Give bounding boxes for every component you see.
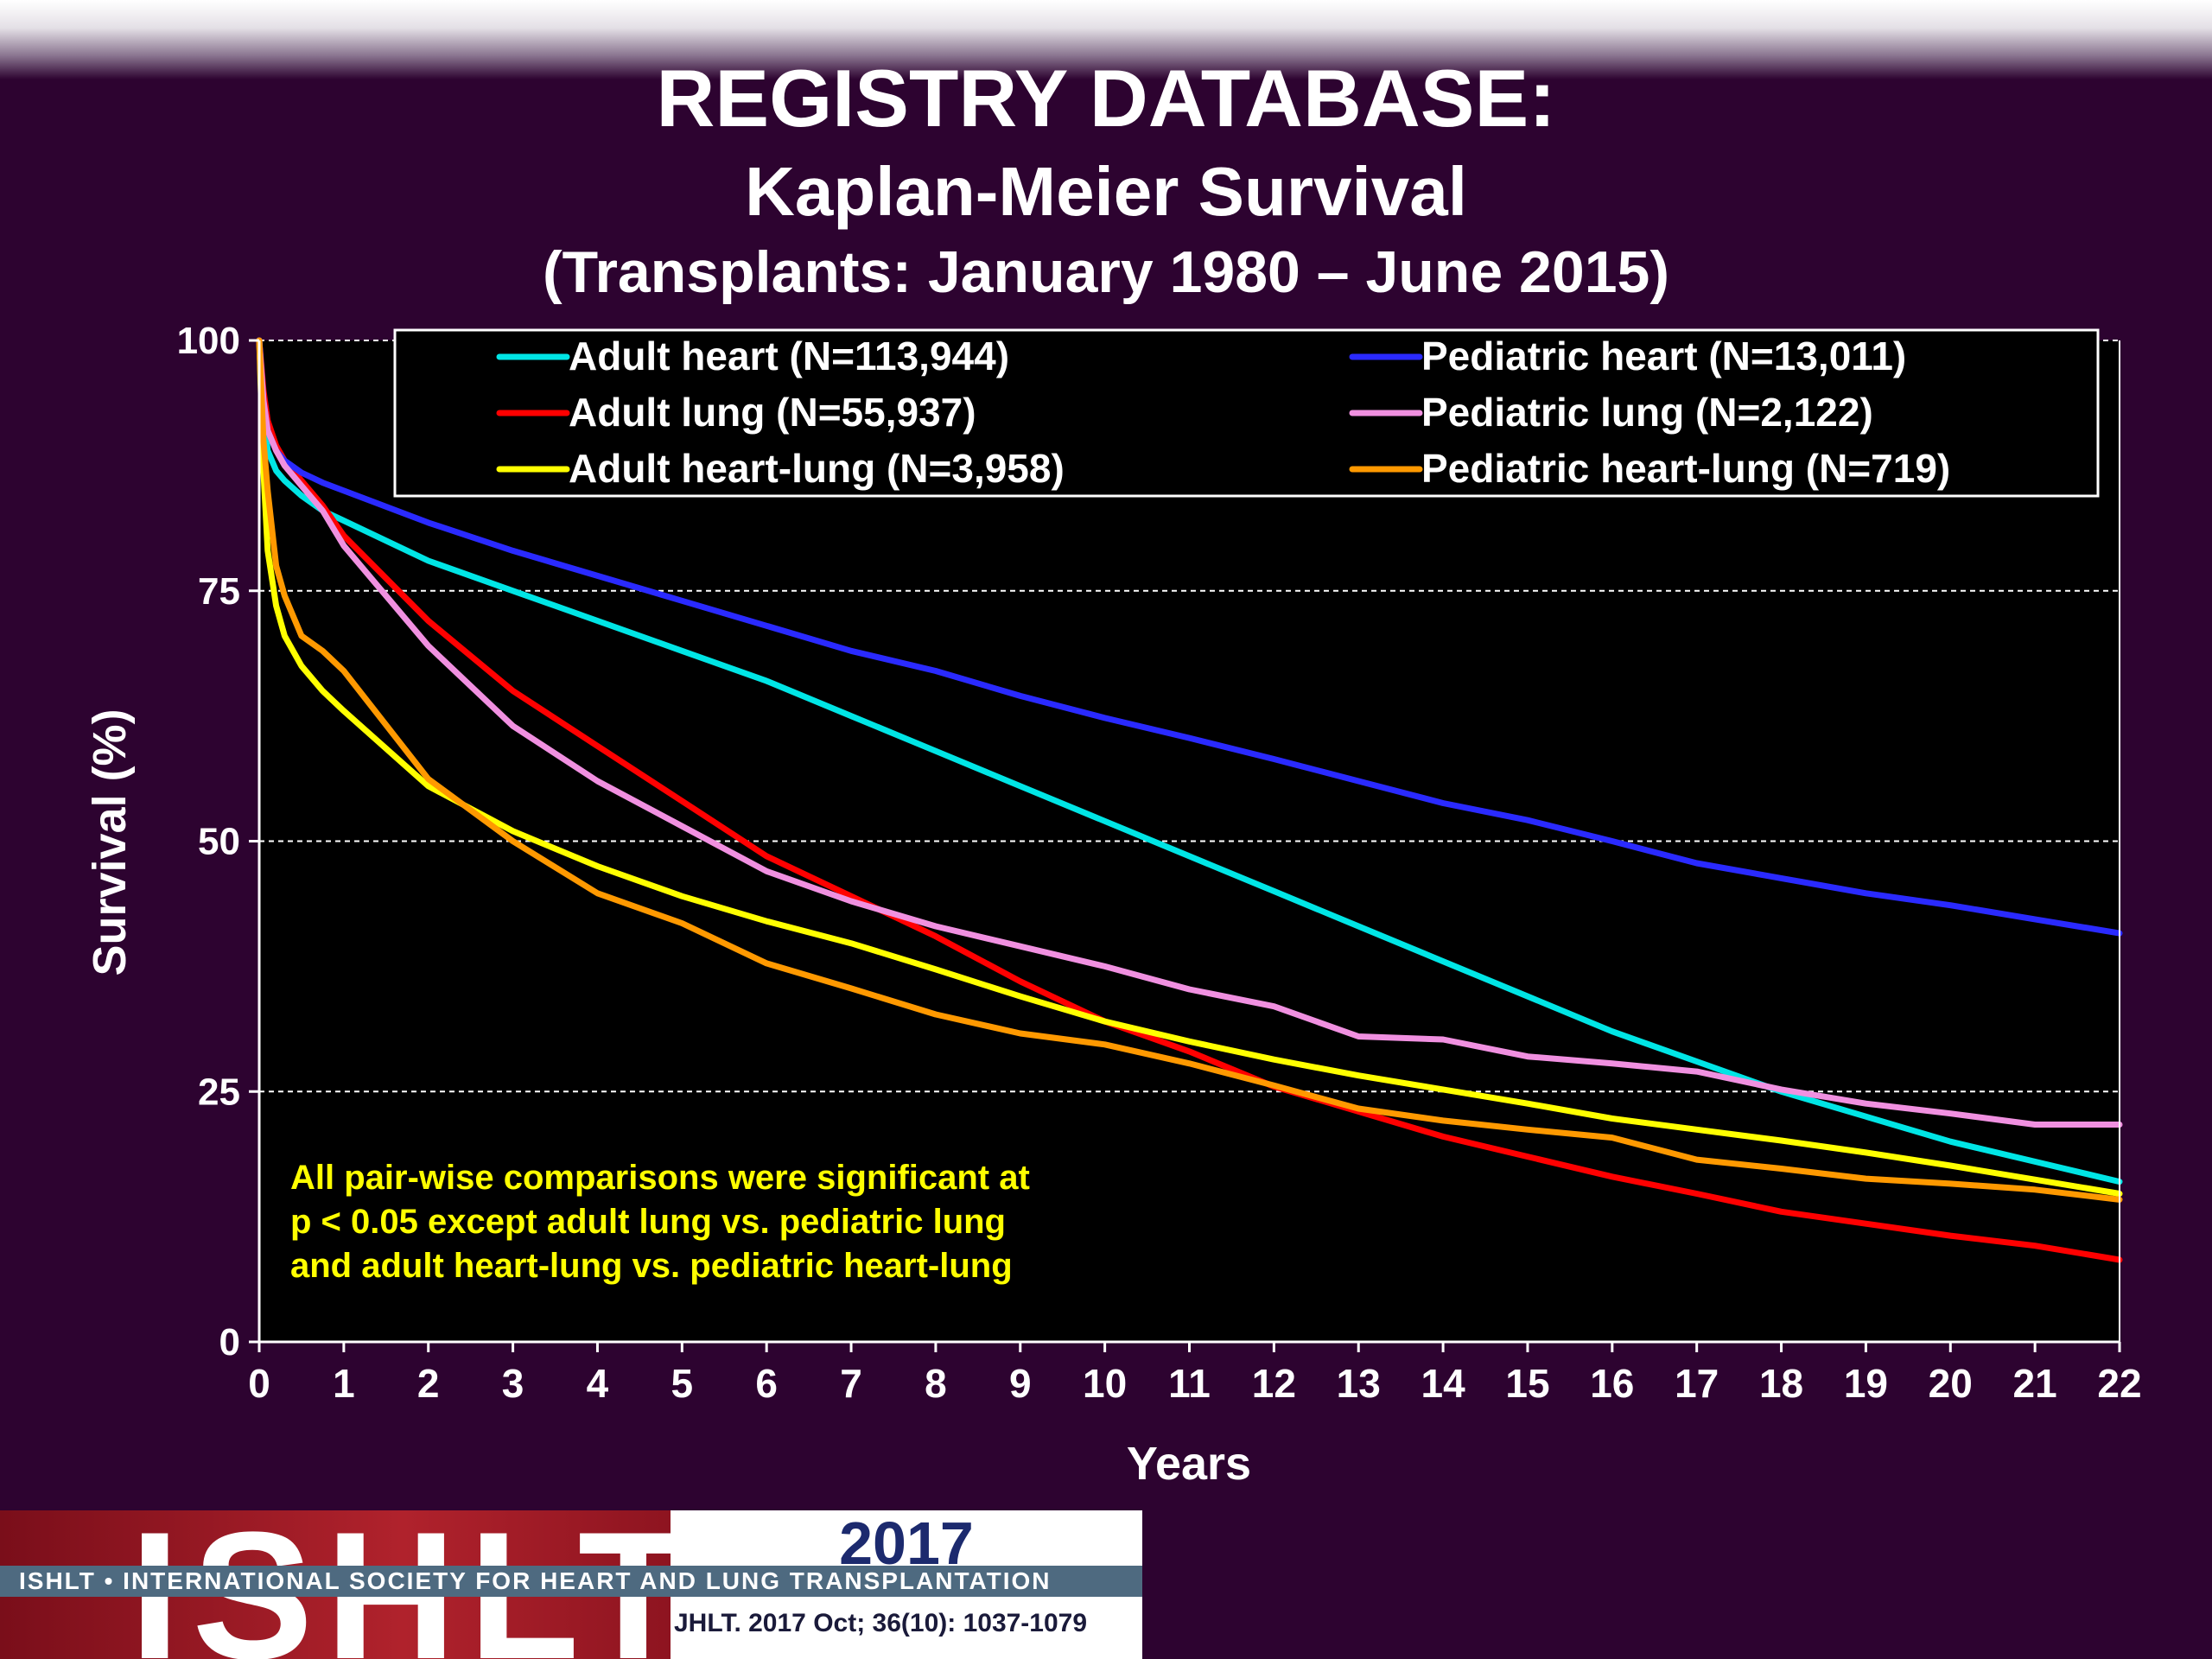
x-axis-label: Years: [1127, 1438, 1251, 1490]
x-tick-label-3: 3: [502, 1361, 524, 1406]
note-line-2: p < 0.05 except adult lung vs. pediatric…: [290, 1203, 1006, 1241]
y-tick-label-0: 0: [219, 1321, 240, 1363]
legend-label-1: Adult lung (N=55,937): [569, 390, 976, 435]
series-line-3: [256, 337, 2123, 937]
series-line-4: [256, 337, 2123, 1128]
legend-label-3: Pediatric heart (N=13,011): [1421, 334, 1906, 378]
legend-label-0: Adult heart (N=113,944): [569, 334, 1009, 378]
legend-box: [393, 328, 2100, 498]
x-tick-label-4: 4: [587, 1361, 609, 1406]
series-line-2: [256, 337, 2123, 1197]
x-tick-label-13: 13: [1337, 1361, 1381, 1406]
x-tick-label-8: 8: [925, 1361, 947, 1406]
x-tick-label-21: 21: [2013, 1361, 2057, 1406]
footer-citation: JHLT. 2017 Oct; 36(10): 1037-1079: [674, 1609, 1088, 1637]
y-tick-label-75: 75: [198, 570, 240, 613]
note-line-1: All pair-wise comparisons were significa…: [290, 1159, 1030, 1197]
x-tick-label-2: 2: [417, 1361, 440, 1406]
x-tick-label-9: 9: [1009, 1361, 1032, 1406]
series-lines: [256, 337, 2123, 1263]
footer-society-name: ISHLT • INTERNATIONAL SOCIETY FOR HEART …: [0, 1566, 1142, 1597]
y-axis-label: Survival (%): [84, 709, 136, 976]
y-tick-label-25: 25: [198, 1071, 240, 1113]
note-line-3: and adult heart-lung vs. pediatric heart…: [290, 1247, 1013, 1285]
header-gradient-band: [0, 0, 2212, 79]
x-tick-label-6: 6: [755, 1361, 778, 1406]
chart-date-range: (Transplants: January 1980 – June 2015): [543, 239, 1669, 305]
x-tick-label-5: 5: [671, 1361, 694, 1406]
x-tick-label-12: 12: [1252, 1361, 1296, 1406]
x-tick-label-0: 0: [248, 1361, 270, 1406]
legend-label-5: Pediatric heart-lung (N=719): [1421, 446, 1950, 491]
x-tick-label-7: 7: [840, 1361, 862, 1406]
series-line-0: [256, 337, 2123, 1185]
legend: Adult heart (N=113,944) Adult lung (N=55,…: [393, 328, 2100, 498]
x-tick-label-14: 14: [1421, 1361, 1466, 1406]
series-line-1: [256, 337, 2123, 1263]
significance-note: All pair-wise comparisons were significa…: [290, 1159, 1030, 1285]
page-title: REGISTRY DATABASE:: [656, 53, 1556, 143]
y-tick-label-100: 100: [177, 320, 240, 362]
legend-label-4: Pediatric lung (N=2,122): [1421, 390, 1873, 435]
x-tick-label-18: 18: [1759, 1361, 1803, 1406]
x-tick-label-16: 16: [1590, 1361, 1634, 1406]
y-tick-label-50: 50: [198, 821, 240, 863]
x-tick-label-22: 22: [2097, 1361, 2141, 1406]
x-tick-label-15: 15: [1505, 1361, 1549, 1406]
x-tick-label-10: 10: [1083, 1361, 1127, 1406]
x-tick-label-17: 17: [1675, 1361, 1719, 1406]
x-tick-label-1: 1: [333, 1361, 355, 1406]
chart-subtitle: Kaplan-Meier Survival: [745, 153, 1467, 230]
x-tick-label-19: 19: [1844, 1361, 1888, 1406]
x-tick-label-20: 20: [1929, 1361, 1973, 1406]
x-tick-label-11: 11: [1168, 1361, 1211, 1406]
legend-label-2: Adult heart-lung (N=3,958): [569, 446, 1065, 491]
series-line-5: [256, 337, 2123, 1203]
